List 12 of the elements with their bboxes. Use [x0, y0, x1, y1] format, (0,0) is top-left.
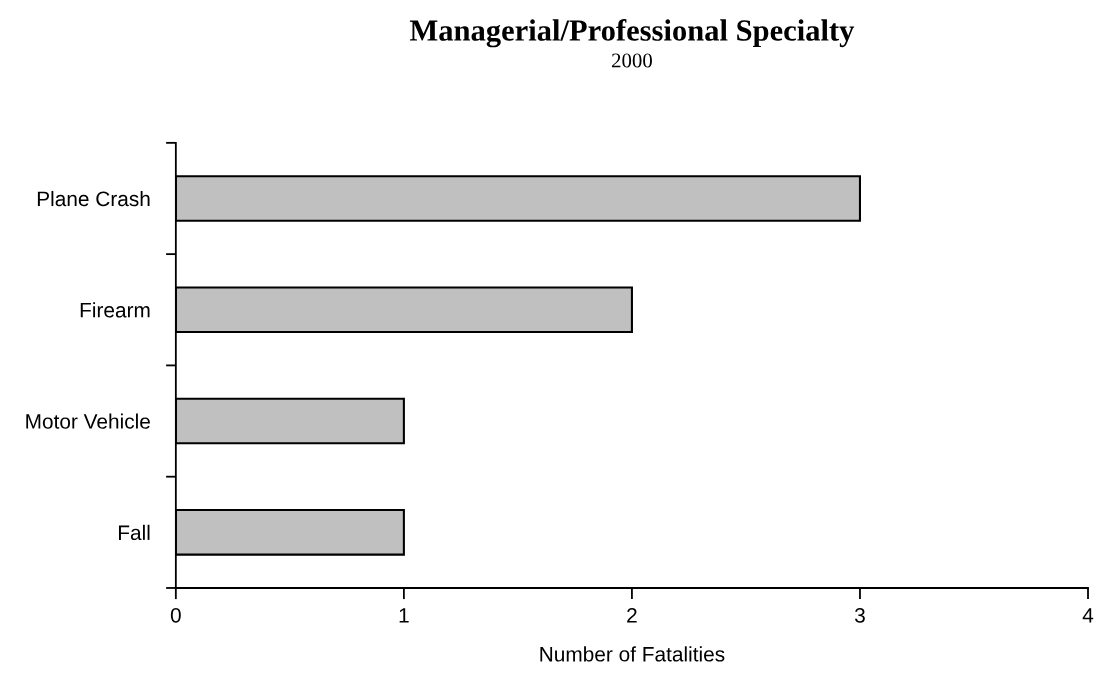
x-tick-label: 1	[399, 608, 409, 623]
x-tick-label: 2	[627, 607, 637, 623]
x-tick-label: 4	[1082, 608, 1094, 623]
y-tick-label: Motor Vehicle	[26, 413, 150, 429]
x-axis-title: Number of Fatalities	[540, 646, 725, 662]
y-tick-label: Plane Crash	[37, 190, 150, 207]
chart-title: Managerial/Professional Specialty	[409, 19, 855, 48]
x-tick-label: 0	[170, 607, 181, 623]
y-tick-label: Firearm	[80, 302, 150, 318]
chart-subtitle: 2000	[612, 53, 652, 68]
x-tick-label: 3	[854, 607, 865, 623]
y-tick-label: Fall	[118, 524, 150, 541]
